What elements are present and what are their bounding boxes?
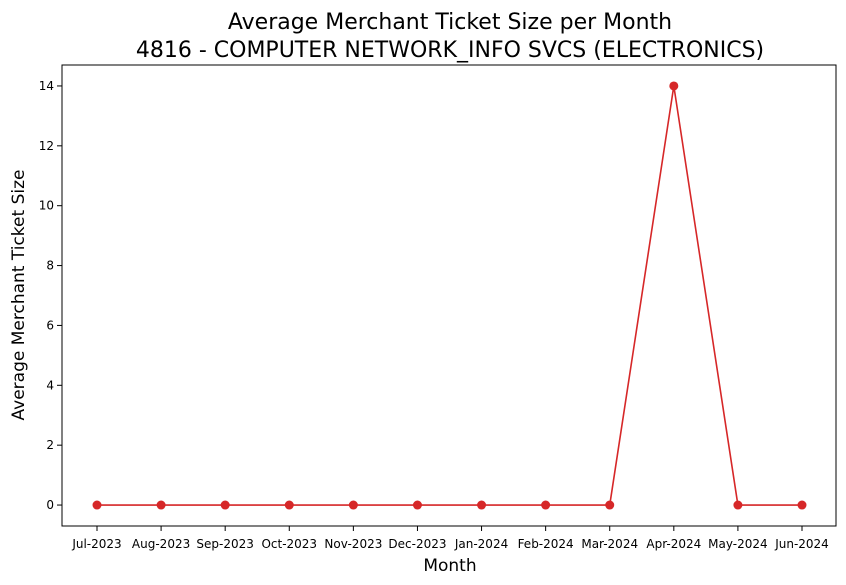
series-line-group — [92, 81, 807, 510]
data-point — [605, 500, 615, 510]
data-point — [412, 500, 422, 510]
data-point — [284, 500, 294, 510]
data-point — [477, 500, 487, 510]
x-axis: Jul-2023 Aug-2023 Sep-2023 Oct-2023 Nov-2023… — [71, 526, 829, 551]
x-tick-label: Nov-2023 — [324, 537, 382, 551]
data-point — [797, 500, 807, 510]
x-tick-label: Mar-2024 — [581, 537, 638, 551]
y-tick-label: 6 — [46, 318, 54, 332]
x-tick-label: Jul-2023 — [71, 537, 121, 551]
y-tick-label: 10 — [39, 199, 54, 213]
x-tick-label: Sep-2023 — [196, 537, 254, 551]
x-tick-label: Aug-2023 — [132, 537, 190, 551]
series-line — [97, 85, 802, 506]
x-tick-label: Feb-2024 — [518, 537, 574, 551]
data-point — [541, 500, 551, 510]
x-tick-label: Jun-2024 — [774, 537, 829, 551]
y-tick-label: 2 — [46, 438, 54, 452]
data-point — [733, 500, 743, 510]
y-tick-label: 14 — [39, 79, 54, 93]
x-axis-label: Month — [423, 556, 476, 576]
y-axis: 0 2 4 6 8 10 12 14 — [39, 79, 62, 512]
data-point — [348, 500, 358, 510]
y-tick-label: 12 — [39, 139, 54, 153]
y-tick-label: 8 — [46, 259, 54, 273]
x-tick-label: Dec-2023 — [388, 537, 446, 551]
x-tick-label: Oct-2023 — [261, 537, 317, 551]
data-point — [92, 500, 102, 510]
chart-title-line-1: Average Merchant Ticket Size per Month — [228, 10, 672, 35]
y-axis-label: Average Merchant Ticket Size — [9, 170, 29, 421]
data-point — [220, 500, 230, 510]
data-point — [669, 81, 679, 91]
y-tick-label: 0 — [46, 498, 54, 512]
x-tick-label: Apr-2024 — [646, 537, 701, 551]
y-tick-label: 4 — [46, 378, 54, 392]
chart-title-line-2: 4816 - COMPUTER NETWORK_INFO SVCS (ELECT… — [136, 38, 764, 63]
data-point — [156, 500, 166, 510]
x-tick-label: May-2024 — [708, 537, 767, 551]
x-tick-label: Jan-2024 — [454, 537, 508, 551]
plot-area-frame — [61, 64, 837, 527]
